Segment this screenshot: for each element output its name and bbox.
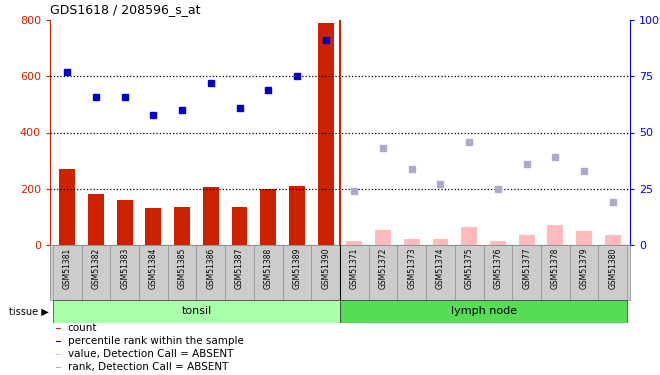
- Text: GSM51387: GSM51387: [235, 248, 244, 289]
- Text: GSM51383: GSM51383: [120, 248, 129, 289]
- Text: value, Detection Call = ABSENT: value, Detection Call = ABSENT: [67, 349, 233, 359]
- Text: GSM51377: GSM51377: [522, 248, 531, 289]
- Text: GDS1618 / 208596_s_at: GDS1618 / 208596_s_at: [50, 3, 201, 16]
- Bar: [519, 235, 535, 245]
- Text: GSM51378: GSM51378: [551, 248, 560, 289]
- Bar: [455, 245, 484, 300]
- Bar: [346, 241, 362, 245]
- Bar: [145, 209, 161, 245]
- Bar: [375, 230, 391, 245]
- Bar: [56, 367, 61, 368]
- Text: tissue ▶: tissue ▶: [9, 306, 49, 316]
- Bar: [203, 188, 218, 245]
- Bar: [369, 245, 397, 300]
- Bar: [605, 235, 620, 245]
- Bar: [174, 207, 190, 245]
- Text: GSM51381: GSM51381: [63, 248, 72, 289]
- Text: GSM51371: GSM51371: [350, 248, 359, 289]
- Bar: [260, 189, 276, 245]
- Bar: [82, 245, 110, 300]
- Bar: [576, 231, 592, 245]
- Bar: [340, 300, 627, 323]
- Text: count: count: [67, 323, 97, 333]
- Bar: [432, 239, 448, 245]
- Bar: [53, 300, 340, 323]
- Bar: [512, 245, 541, 300]
- Bar: [56, 341, 61, 342]
- Bar: [340, 245, 369, 300]
- Text: percentile rank within the sample: percentile rank within the sample: [67, 336, 244, 346]
- Text: GSM51372: GSM51372: [379, 248, 387, 289]
- Bar: [197, 245, 225, 300]
- Text: lymph node: lymph node: [451, 306, 517, 316]
- Bar: [541, 245, 570, 300]
- Bar: [110, 245, 139, 300]
- Bar: [53, 245, 82, 300]
- Bar: [570, 245, 599, 300]
- Bar: [397, 245, 426, 300]
- Bar: [117, 200, 133, 245]
- Bar: [56, 354, 61, 355]
- Text: GSM51388: GSM51388: [264, 248, 273, 289]
- Text: GSM51390: GSM51390: [321, 248, 330, 289]
- Text: GSM51375: GSM51375: [465, 248, 474, 289]
- Bar: [282, 245, 312, 300]
- Text: GSM51374: GSM51374: [436, 248, 445, 289]
- Bar: [404, 239, 420, 245]
- Bar: [59, 169, 75, 245]
- Bar: [317, 23, 333, 245]
- Bar: [461, 227, 477, 245]
- Bar: [599, 245, 627, 300]
- Text: rank, Detection Call = ABSENT: rank, Detection Call = ABSENT: [67, 362, 228, 372]
- Bar: [312, 245, 340, 300]
- Bar: [547, 225, 563, 245]
- Text: GSM51385: GSM51385: [178, 248, 187, 289]
- Bar: [232, 207, 248, 245]
- Text: GSM51384: GSM51384: [149, 248, 158, 289]
- Bar: [484, 245, 512, 300]
- Text: GSM51380: GSM51380: [609, 248, 617, 289]
- Bar: [88, 194, 104, 245]
- Text: tonsil: tonsil: [182, 306, 212, 316]
- Text: GSM51376: GSM51376: [494, 248, 502, 289]
- Text: GSM51373: GSM51373: [407, 248, 416, 289]
- Text: GSM51382: GSM51382: [92, 248, 100, 289]
- Bar: [490, 241, 506, 245]
- Text: GSM51389: GSM51389: [292, 248, 302, 289]
- Bar: [289, 186, 305, 245]
- Bar: [225, 245, 254, 300]
- Text: GSM51379: GSM51379: [579, 248, 589, 289]
- Bar: [168, 245, 197, 300]
- Bar: [139, 245, 168, 300]
- Bar: [426, 245, 455, 300]
- Text: GSM51386: GSM51386: [207, 248, 215, 289]
- Bar: [254, 245, 282, 300]
